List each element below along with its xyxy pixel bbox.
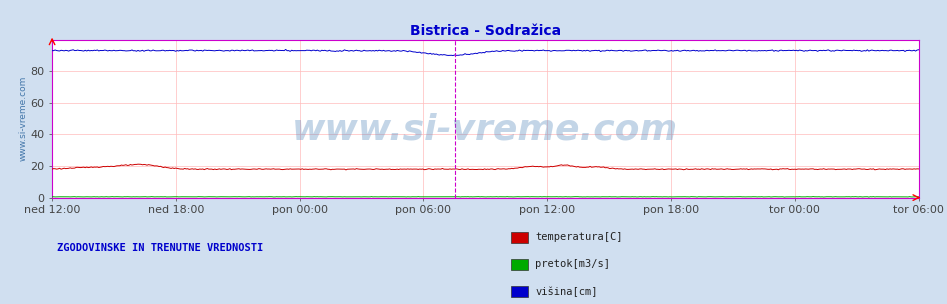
Text: temperatura[C]: temperatura[C] — [535, 232, 622, 242]
Title: Bistrica - Sodražica: Bistrica - Sodražica — [410, 24, 561, 38]
Y-axis label: www.si-vreme.com: www.si-vreme.com — [19, 76, 27, 161]
Text: pretok[m3/s]: pretok[m3/s] — [535, 260, 610, 269]
Text: www.si-vreme.com: www.si-vreme.com — [293, 112, 678, 147]
Text: višina[cm]: višina[cm] — [535, 287, 598, 297]
Text: ZGODOVINSKE IN TRENUTNE VREDNOSTI: ZGODOVINSKE IN TRENUTNE VREDNOSTI — [57, 243, 263, 253]
